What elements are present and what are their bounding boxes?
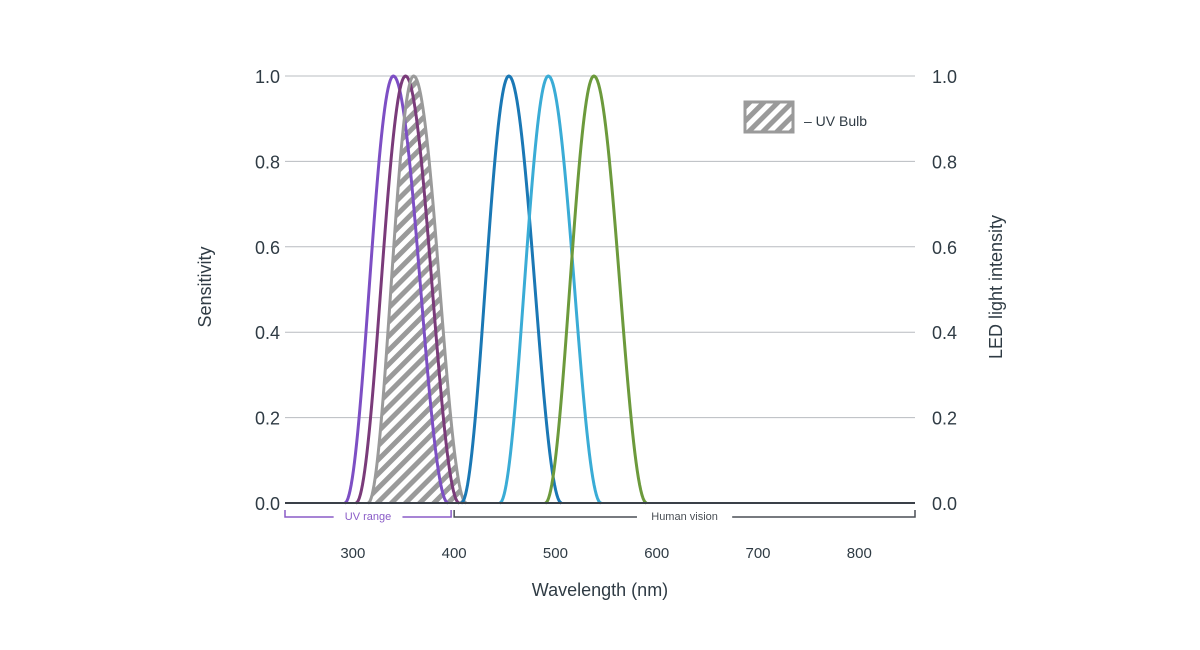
- band-label-background: [636, 509, 733, 523]
- band-layer: UV range Human vision: [284, 509, 916, 523]
- y-tick-label-left: 0.8: [255, 152, 280, 172]
- y-tick-label-right: 1.0: [932, 67, 957, 87]
- legend-label-uv-bulb: – UV Bulb: [804, 113, 867, 129]
- x-tick-label: 500: [543, 545, 568, 562]
- series-line-6: [544, 74, 648, 505]
- y-tick-label-right: 0.0: [932, 494, 957, 514]
- x-tick-label: 800: [847, 545, 872, 562]
- series-line-1: [344, 74, 449, 505]
- band-label: Human vision: [651, 511, 718, 523]
- x-tick-label: 600: [644, 545, 669, 562]
- legend-swatch-uv-bulb: [743, 100, 795, 134]
- y-tick-label-left: 0.2: [255, 409, 280, 429]
- x-tick-label: 300: [340, 545, 365, 562]
- y-tick-label-left: 0.4: [255, 323, 280, 343]
- legend: – UV Bulb: [743, 100, 867, 134]
- band-label: UV range: [345, 511, 391, 523]
- band-label-background: [333, 509, 403, 523]
- x-tick-label: 400: [442, 545, 467, 562]
- series-line-3: [367, 74, 467, 505]
- series-line-4: [460, 74, 563, 505]
- series-line-2: [355, 74, 460, 505]
- y-tick-label-right: 0.4: [932, 323, 957, 343]
- y-tick-label-right: 0.2: [932, 409, 957, 429]
- y-tick-label-left: 1.0: [255, 67, 280, 87]
- x-tick-label: 700: [745, 545, 770, 562]
- y-tick-label-right: 0.8: [932, 152, 957, 172]
- y-axis-label-right: LED light intensity: [986, 215, 1006, 359]
- y-tick-label-left: 0.0: [255, 494, 280, 514]
- axis-layer: 0.0 0.0 0.2 0.2 0.4 0.4 0.6 0.6 0.8 0.8 1.0 1.0 300 4…: [255, 67, 957, 562]
- x-axis-label: Wavelength (nm): [532, 580, 668, 600]
- y-axis-label-left: Sensitivity: [195, 246, 215, 327]
- series-layer: [344, 74, 648, 505]
- y-tick-label-left: 0.6: [255, 238, 280, 258]
- y-tick-label-right: 0.6: [932, 238, 957, 258]
- series-line-5: [499, 74, 602, 505]
